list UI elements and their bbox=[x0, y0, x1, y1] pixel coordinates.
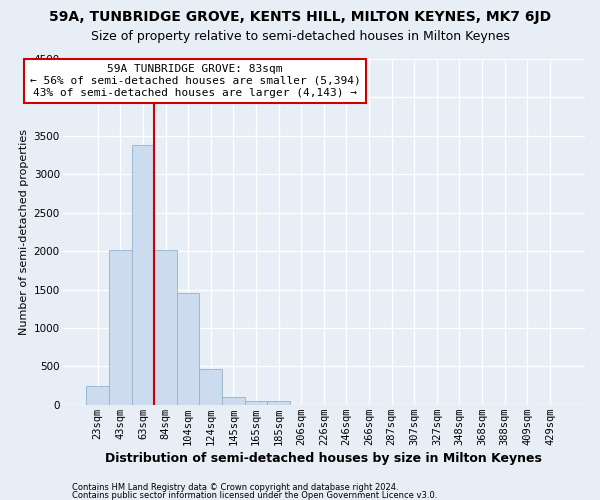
X-axis label: Distribution of semi-detached houses by size in Milton Keynes: Distribution of semi-detached houses by … bbox=[106, 452, 542, 465]
Text: Contains HM Land Registry data © Crown copyright and database right 2024.: Contains HM Land Registry data © Crown c… bbox=[72, 484, 398, 492]
Text: Contains public sector information licensed under the Open Government Licence v3: Contains public sector information licen… bbox=[72, 491, 437, 500]
Bar bbox=[109, 250, 131, 405]
Bar bbox=[222, 397, 245, 405]
Bar bbox=[131, 145, 154, 405]
Bar bbox=[154, 250, 177, 405]
Text: 59A TUNBRIDGE GROVE: 83sqm
← 56% of semi-detached houses are smaller (5,394)
43%: 59A TUNBRIDGE GROVE: 83sqm ← 56% of semi… bbox=[29, 64, 360, 98]
Text: 59A, TUNBRIDGE GROVE, KENTS HILL, MILTON KEYNES, MK7 6JD: 59A, TUNBRIDGE GROVE, KENTS HILL, MILTON… bbox=[49, 10, 551, 24]
Bar bbox=[86, 386, 109, 405]
Y-axis label: Number of semi-detached properties: Number of semi-detached properties bbox=[19, 129, 29, 335]
Bar bbox=[267, 400, 290, 405]
Bar bbox=[245, 400, 267, 405]
Text: Size of property relative to semi-detached houses in Milton Keynes: Size of property relative to semi-detach… bbox=[91, 30, 509, 43]
Bar bbox=[199, 368, 222, 405]
Bar bbox=[177, 294, 199, 405]
